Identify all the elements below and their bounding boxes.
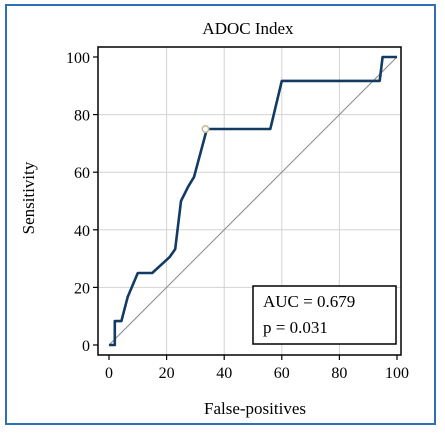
y-tick-label: 40	[74, 223, 90, 240]
y-tick-label: 20	[74, 280, 90, 297]
x-tick-label: 40	[216, 365, 232, 382]
grid	[98, 47, 401, 355]
roc-curve	[109, 55, 397, 347]
x-tick-label: 60	[274, 365, 290, 382]
x-tick-label: 20	[159, 365, 175, 382]
x-tick-label: 0	[105, 365, 113, 382]
stats-box	[252, 285, 397, 345]
p-value-label: p = 0.031	[263, 318, 328, 337]
optimal-cutoff-point	[201, 125, 210, 134]
reference-diagonal	[108, 56, 398, 346]
x-axis-label: False-positives	[204, 399, 306, 418]
plot-area-border	[97, 46, 402, 356]
chart-title: ADOC Index	[202, 19, 294, 38]
y-axis-label: Sensitivity	[19, 161, 38, 234]
y-tick-label: 0	[82, 338, 90, 355]
x-tick-label: 100	[385, 365, 409, 382]
y-tick-label: 80	[74, 108, 90, 125]
y-tick-label: 100	[66, 50, 90, 67]
x-axis-ticks: 0 20 40 60 80 100	[105, 355, 409, 382]
x-tick-label: 80	[331, 365, 347, 382]
y-axis-ticks: 0 20 40 60 80 100	[66, 50, 98, 355]
y-tick-label: 60	[74, 165, 90, 182]
auc-label: AUC = 0.679	[263, 292, 355, 311]
